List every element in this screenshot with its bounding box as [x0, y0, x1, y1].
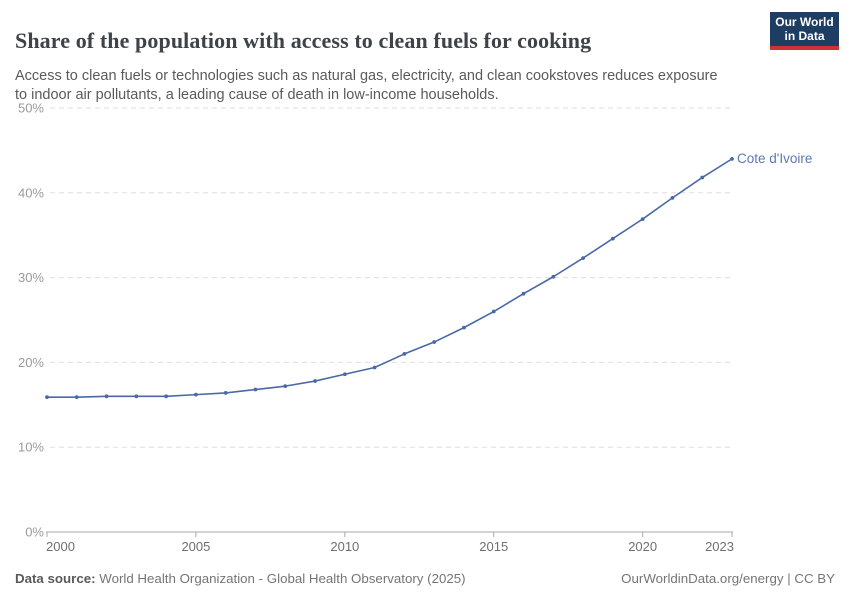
- data-point: [313, 379, 317, 383]
- data-point: [462, 325, 466, 330]
- data-point: [730, 156, 734, 161]
- chart-subtitle-line-2: to indoor air pollutants, a leading caus…: [15, 86, 499, 103]
- chart-subtitle-line-1: Access to clean fuels or technologies su…: [15, 67, 718, 84]
- footer-link[interactable]: OurWorldinData.org/energy: [621, 570, 784, 586]
- data-point: [700, 175, 705, 180]
- chart-subtitle: Access to clean fuels or technologies su…: [15, 67, 745, 105]
- data-source-value: World Health Organization - Global Healt…: [95, 570, 466, 586]
- x-axis-label: 2015: [479, 539, 508, 554]
- data-point: [372, 365, 377, 370]
- data-point: [610, 236, 615, 241]
- data-point: [283, 384, 288, 389]
- owid-logo-line-2: in Data: [784, 29, 825, 43]
- data-point: [432, 340, 437, 344]
- data-point: [640, 217, 645, 221]
- data-point: [45, 395, 49, 400]
- y-axis-label: 50%: [18, 101, 44, 116]
- x-axis-label: 2023: [705, 539, 734, 554]
- x-axis-label: 2000: [46, 539, 75, 554]
- y-axis-label: 40%: [18, 185, 44, 200]
- x-axis-label: 2020: [628, 539, 657, 554]
- y-axis-label: 20%: [18, 355, 44, 370]
- data-source-note: Data source: World Health Organization -…: [15, 571, 466, 586]
- data-point: [223, 391, 228, 395]
- data-point: [521, 291, 526, 296]
- data-line-cote-divoire: [46, 158, 733, 398]
- y-axis-label: 30%: [18, 270, 44, 285]
- data-point: [164, 394, 169, 399]
- x-axis-label: 2010: [330, 539, 359, 554]
- footer-attribution: OurWorldinData.org/energy | CC BY: [621, 571, 835, 586]
- y-axis-label: 10%: [18, 440, 44, 455]
- data-point: [104, 394, 109, 399]
- data-point: [551, 274, 556, 279]
- data-point: [134, 394, 139, 399]
- data-point: [253, 387, 258, 392]
- data-point: [402, 352, 407, 356]
- owid-logo-line-1: Our World: [775, 15, 834, 29]
- line-chart-canvas: 0% 10% 20% 30% 40% 50% 2000 2005 2010 2015 2020 202…: [18, 101, 734, 554]
- chart-title: Share of the population with access to c…: [15, 27, 592, 53]
- chart-footer: Data source: World Health Organization -…: [0, 567, 850, 589]
- data-source-label: Data source:: [15, 570, 96, 586]
- data-point: [342, 372, 347, 377]
- entity-label: Cote d'Ivoire: [737, 151, 813, 166]
- data-point: [670, 195, 675, 200]
- data-point: [581, 256, 585, 260]
- data-point: [491, 309, 496, 314]
- owid-logo[interactable]: Our World in Data: [770, 12, 839, 50]
- footer-separator: |: [783, 570, 795, 586]
- x-axis-label: 2005: [181, 539, 210, 554]
- data-point: [74, 395, 79, 400]
- data-point: [194, 392, 198, 397]
- footer-license: CC BY: [794, 570, 835, 586]
- y-axis-label: 0%: [25, 525, 44, 540]
